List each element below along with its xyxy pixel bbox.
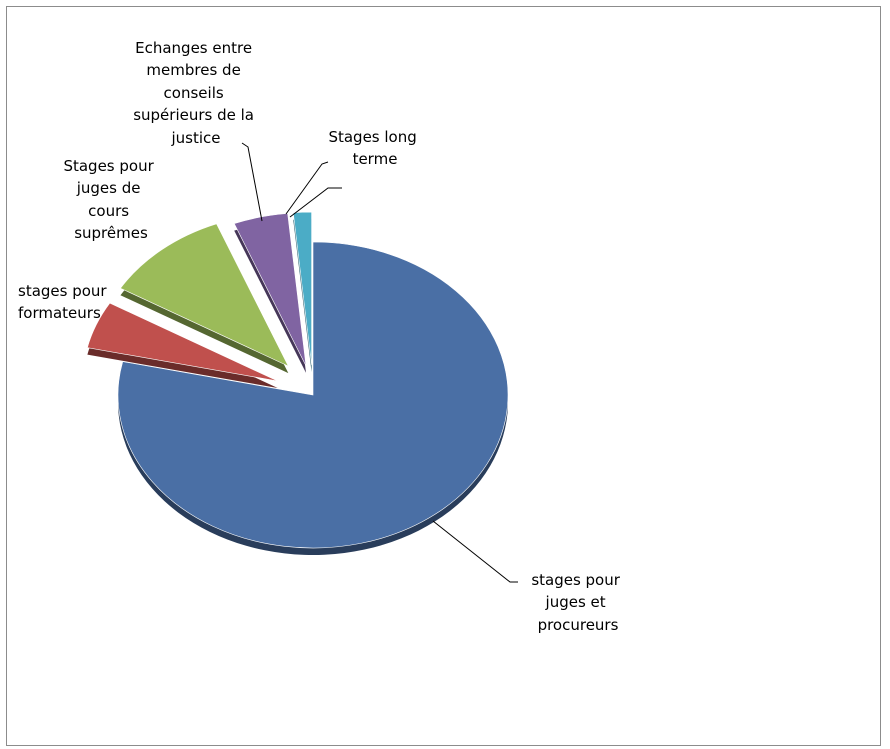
- slice-cours-supremes: [120, 223, 289, 367]
- slice-label-juges-procureurs: stages pour juges et procureurs: [531, 571, 624, 634]
- leader-line-2: [289, 187, 342, 218]
- slice-formateurs: [86, 302, 278, 382]
- pie-slice-layer: [86, 211, 509, 549]
- leader-line-layer: [241, 142, 518, 583]
- slice-label-echanges: Echanges entre membres de conseils supér…: [133, 39, 259, 147]
- slice-label-long-terme: Stages long terme: [328, 128, 421, 168]
- slice-label-formateurs: stages pour formateurs: [18, 282, 111, 322]
- leader-line-3: [285, 161, 329, 215]
- leader-line-0: [432, 520, 518, 583]
- slice-long-terme: [292, 211, 312, 366]
- slice-label-cours-supremes: Stages pour juges de cours suprêmes: [63, 157, 158, 242]
- slice-juges-procureurs: [117, 241, 509, 549]
- slice-echanges: [233, 213, 307, 366]
- leader-line-1: [241, 142, 263, 222]
